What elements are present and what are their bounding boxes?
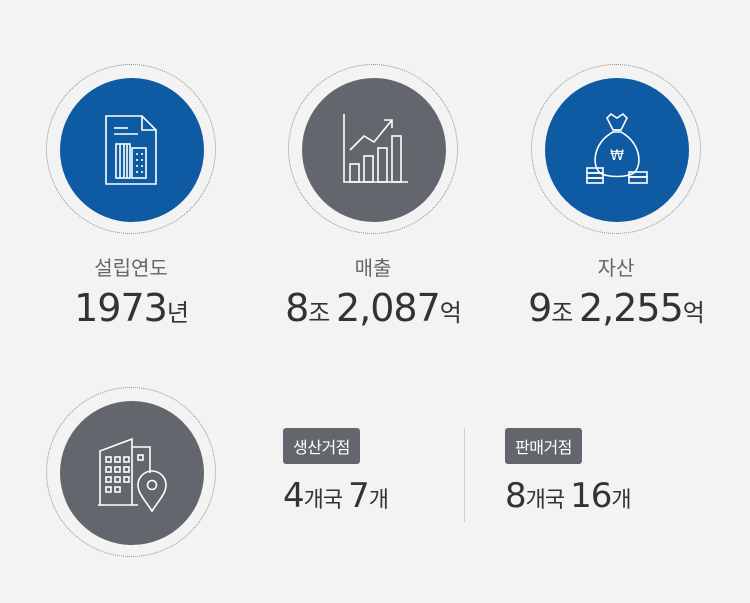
production-badge: 생산거점 [283,428,360,464]
founded-disc [60,78,204,222]
building-location-icon [98,437,167,513]
revenue-disc [302,78,446,222]
document-building-icon [105,115,157,185]
revenue-ring [288,64,458,234]
network-ring [46,387,216,557]
sales-value: 8개국 16개 [505,476,632,516]
money-bag-icon: ₩ [586,112,648,184]
divider [464,428,465,522]
revenue-value: 8조 2,087억 [285,286,462,330]
production-value: 4개국 7개 [283,476,389,516]
svg-text:₩: ₩ [610,148,624,164]
founded-ring [46,64,216,234]
sales-badge: 판매거점 [505,428,582,464]
assets-value: 9조 2,255억 [528,286,705,330]
founded-label: 설립연도 [94,256,168,280]
network-disc [60,401,204,545]
assets-ring: ₩ [531,64,701,234]
assets-disc: ₩ [545,78,689,222]
revenue-label: 매출 [354,256,392,280]
founded-value: 1973년 [74,286,189,330]
growth-chart-icon [343,114,408,183]
assets-label: 자산 [597,256,635,280]
